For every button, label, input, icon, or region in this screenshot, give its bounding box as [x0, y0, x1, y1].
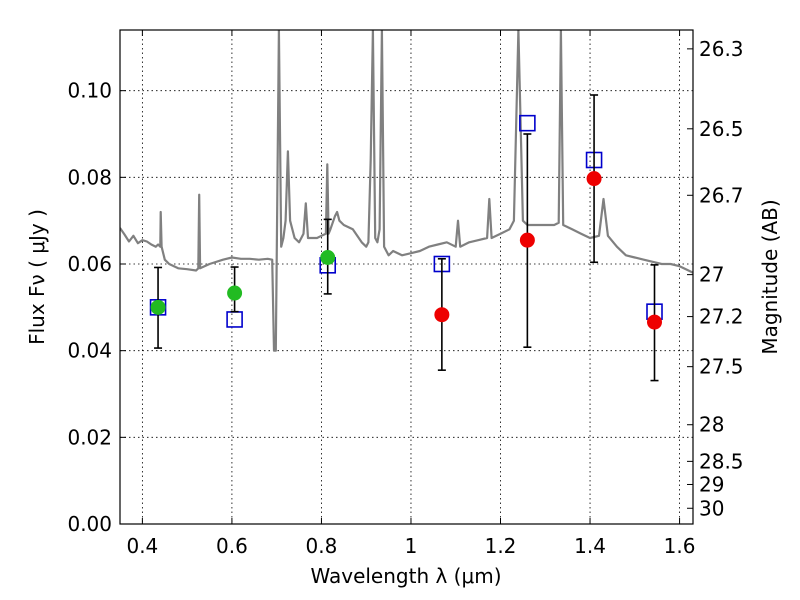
magnitude-tick-label: 29	[699, 472, 724, 496]
x-tick-label: 1.6	[664, 534, 696, 558]
observed-flux-point	[150, 299, 166, 315]
y-axis-label: Flux Fν ( μJy )	[25, 209, 49, 345]
y-tick-label: 0.04	[67, 339, 112, 363]
model-flux-square	[226, 311, 243, 328]
magnitude-tick-label: 26.7	[699, 183, 744, 207]
plot-area	[120, 30, 693, 382]
model-flux-square	[519, 114, 536, 132]
x-tick-label: 1	[405, 534, 418, 558]
model-spectrum-line	[120, 30, 693, 352]
x-tick-label: 0.4	[126, 534, 158, 558]
observed-flux-point	[647, 314, 663, 330]
x-tick-label: 1.4	[574, 534, 606, 558]
observed-flux-point	[434, 307, 450, 323]
magnitude-tick-label: 27.2	[699, 305, 744, 329]
plot-frame	[119, 29, 694, 525]
y-axis-ticks: 0.00 0.02 0.04 0.06 0.08 0.10	[67, 79, 126, 536]
magnitude-tick-label: 26.5	[699, 117, 744, 141]
observed-flux-point	[586, 171, 602, 187]
grid-lines	[120, 30, 693, 524]
y-tick-label: 0.00	[67, 512, 112, 536]
observed-flux-point	[320, 250, 336, 265]
magnitude-tick-label: 28.5	[699, 449, 744, 473]
magnitude-axis-label: Magnitude (AB)	[758, 199, 782, 354]
x-axis-ticks: 0.4 0.6 0.8 1 1.2 1.4 1.6	[126, 30, 695, 558]
magnitude-tick-label: 27	[699, 263, 724, 287]
observed-flux-point	[519, 232, 535, 248]
magnitude-tick-label: 26.3	[699, 37, 744, 61]
y-tick-label: 0.06	[67, 252, 112, 276]
x-axis-label: Wavelength λ (μm)	[310, 564, 501, 588]
y-tick-label: 0.02	[67, 425, 112, 449]
x-tick-label: 1.2	[485, 534, 517, 558]
magnitude-tick-label: 27.5	[699, 355, 744, 379]
magnitude-tick-label: 28	[699, 413, 724, 437]
y-tick-label: 0.10	[67, 79, 112, 103]
observed-flux-point	[227, 285, 243, 301]
x-tick-label: 0.8	[306, 534, 338, 558]
y-tick-label: 0.08	[67, 165, 112, 189]
x-tick-label: 0.6	[216, 534, 248, 558]
magnitude-tick-label: 30	[699, 496, 724, 520]
